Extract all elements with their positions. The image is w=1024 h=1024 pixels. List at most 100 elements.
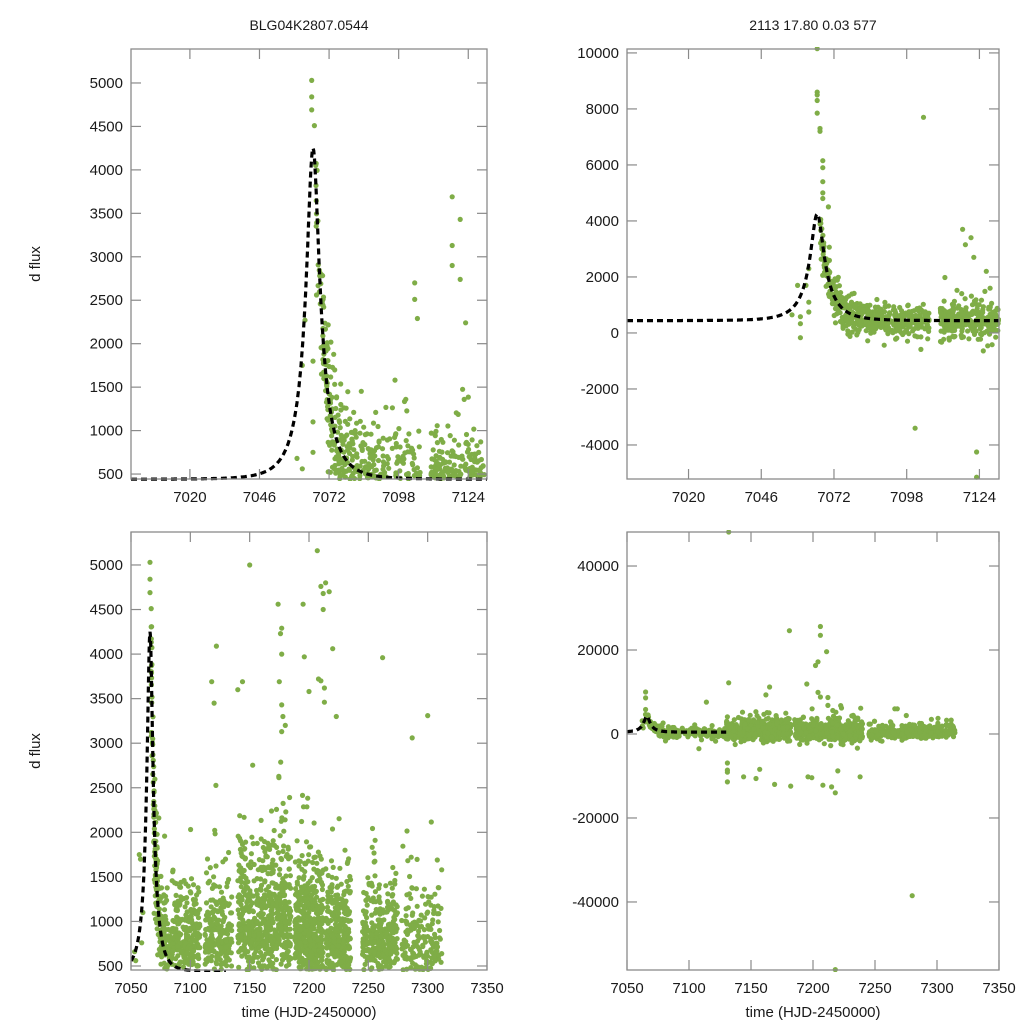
y-tick-label: 4000 <box>586 213 619 230</box>
data-point <box>980 348 986 354</box>
data-point <box>732 741 738 748</box>
data-point <box>197 906 203 912</box>
data-point <box>402 918 409 924</box>
data-point <box>299 887 305 893</box>
data-point <box>345 389 351 395</box>
data-point <box>261 839 268 845</box>
data-point <box>832 320 839 326</box>
data-point <box>148 606 154 612</box>
data-point <box>849 329 855 335</box>
data-point <box>342 923 348 929</box>
data-point <box>951 298 958 304</box>
data-point <box>226 901 232 907</box>
data-point <box>950 307 957 314</box>
data-point <box>206 941 213 948</box>
data-point <box>223 938 229 944</box>
data-point <box>195 925 201 931</box>
data-point <box>292 955 298 961</box>
data-point <box>428 464 434 470</box>
data-point <box>361 925 367 931</box>
data-point <box>343 405 349 411</box>
data-point <box>366 461 372 467</box>
data-point <box>258 887 264 893</box>
data-point <box>397 444 403 450</box>
data-point <box>393 870 399 877</box>
data-point <box>268 808 275 814</box>
data-point <box>418 912 424 918</box>
data-point <box>845 328 851 334</box>
data-point <box>901 329 908 335</box>
data-point <box>215 908 221 915</box>
data-point <box>272 945 278 951</box>
data-point <box>209 679 215 685</box>
data-point <box>337 917 343 923</box>
data-point <box>294 900 301 907</box>
data-point <box>368 453 375 459</box>
data-point <box>412 296 418 302</box>
data-point <box>417 966 423 972</box>
data-point <box>228 936 234 942</box>
data-point <box>282 904 289 910</box>
data-point <box>170 935 176 941</box>
data-point <box>345 447 351 453</box>
data-point <box>878 312 884 318</box>
data-point <box>421 886 427 892</box>
data-point <box>324 904 331 911</box>
data-point <box>250 841 256 847</box>
data-point <box>305 858 311 864</box>
data-point <box>305 795 311 801</box>
data-point <box>314 907 320 913</box>
data-point <box>432 931 438 938</box>
data-point <box>314 894 320 900</box>
data-point <box>279 651 285 657</box>
data-point <box>405 470 411 477</box>
data-point <box>311 917 317 924</box>
data-point <box>342 418 348 424</box>
data-point <box>806 309 812 315</box>
data-point <box>147 590 153 596</box>
data-point <box>310 449 316 455</box>
data-point <box>432 958 438 964</box>
data-point <box>755 724 761 730</box>
data-point <box>357 463 363 469</box>
data-point <box>211 916 217 922</box>
data-point <box>190 882 197 888</box>
x-tick-label: 7098 <box>382 489 415 506</box>
data-point <box>337 865 343 871</box>
data-point <box>310 358 316 364</box>
data-point <box>971 254 977 260</box>
data-point <box>288 934 294 940</box>
data-point <box>160 919 166 925</box>
data-point <box>852 304 858 311</box>
data-point <box>330 864 336 871</box>
data-point <box>237 846 243 853</box>
data-point <box>968 293 975 299</box>
data-point <box>203 900 210 906</box>
data-point <box>349 474 355 480</box>
data-point <box>228 910 235 916</box>
data-point <box>311 123 317 129</box>
data-point <box>976 314 982 320</box>
data-point <box>266 957 272 963</box>
data-point <box>282 817 288 823</box>
data-point <box>307 953 313 959</box>
data-point <box>267 846 273 853</box>
data-point <box>461 396 467 402</box>
data-point <box>656 732 662 739</box>
data-point <box>693 726 700 732</box>
y-tick-label: 3500 <box>90 691 123 708</box>
data-point <box>315 849 321 855</box>
y-tick-label: 1000 <box>90 423 123 440</box>
data-point <box>193 910 199 917</box>
data-point <box>309 77 315 83</box>
data-point <box>345 883 351 889</box>
data-point <box>340 940 347 947</box>
data-point <box>405 443 411 449</box>
data-point <box>282 955 288 961</box>
data-point <box>299 853 305 859</box>
data-point <box>279 888 285 894</box>
data-point <box>236 862 242 868</box>
data-point <box>309 892 315 898</box>
data-point <box>987 285 993 291</box>
